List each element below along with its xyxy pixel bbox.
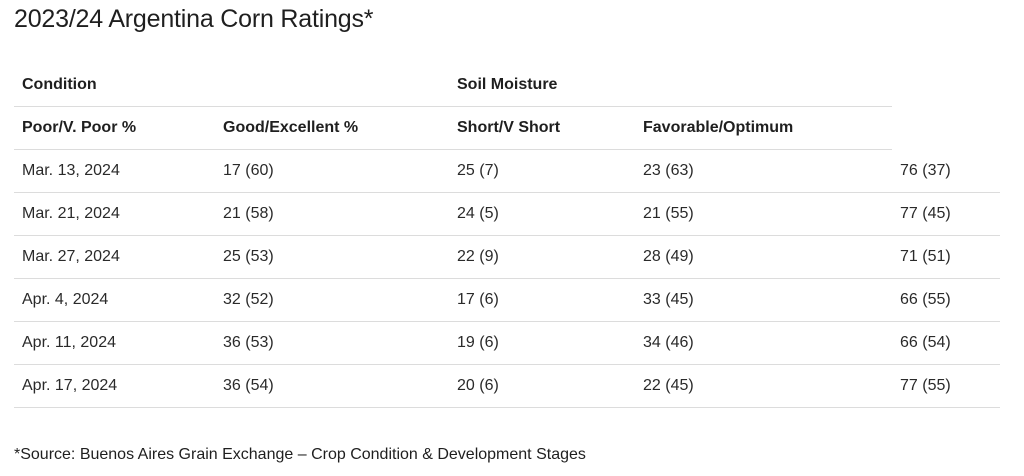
- table-cell: 21 (58): [215, 192, 449, 236]
- table-cell: 25 (7): [449, 149, 635, 193]
- table-cell: 22 (45): [635, 364, 892, 408]
- table-row: Mar. 13, 2024 17 (60) 25 (7) 23 (63) 76 (37): [14, 149, 1000, 193]
- table-cell: Apr. 17, 2024: [14, 364, 215, 408]
- table-cell: 71 (51): [892, 235, 1000, 279]
- table-row: Mar. 21, 2024 21 (58) 24 (5) 21 (55) 77 (45): [14, 192, 1000, 236]
- table-cell: 34 (46): [635, 321, 892, 365]
- table-cell: Mar. 27, 2024: [14, 235, 215, 279]
- table-cell: 36 (53): [215, 321, 449, 365]
- table-cell: 20 (6): [449, 364, 635, 408]
- group-header-condition: Condition: [14, 64, 215, 107]
- table-cell: 19 (6): [449, 321, 635, 365]
- table-row: Mar. 27, 2024 25 (53) 22 (9) 28 (49) 71 (51): [14, 235, 1000, 279]
- table-cell: Mar. 21, 2024: [14, 192, 215, 236]
- table-cell: 24 (5): [449, 192, 635, 236]
- table-cell: 77 (45): [892, 192, 1000, 236]
- table-cell: 33 (45): [635, 278, 892, 322]
- table-cell: 32 (52): [215, 278, 449, 322]
- table-cell: 28 (49): [635, 235, 892, 279]
- table-row: Apr. 11, 2024 36 (53) 19 (6) 34 (46) 66 (54): [14, 321, 1000, 365]
- source-footnote: *Source: Buenos Aires Grain Exchange – C…: [14, 446, 586, 463]
- table-cell: 66 (55): [892, 278, 1000, 322]
- table-cell: Apr. 11, 2024: [14, 321, 215, 365]
- table-row: Apr. 4, 2024 32 (52) 17 (6) 33 (45) 66 (55): [14, 278, 1000, 322]
- table-cell: 23 (63): [635, 149, 892, 193]
- column-header-favorable: Favorable/Optimum: [635, 106, 892, 150]
- group-header-row: Condition Soil Moisture: [14, 64, 1000, 107]
- ratings-table: Condition Soil Moisture Poor/V. Poor % G…: [14, 64, 1000, 408]
- table-cell: 25 (53): [215, 235, 449, 279]
- column-header-short: Short/V Short: [449, 106, 635, 150]
- table-body: Mar. 13, 2024 17 (60) 25 (7) 23 (63) 76 (37)…: [14, 149, 1000, 408]
- table-cell: 22 (9): [449, 235, 635, 279]
- table-cell: Apr. 4, 2024: [14, 278, 215, 322]
- table-cell: 36 (54): [215, 364, 449, 408]
- column-header-spacer: [892, 107, 1000, 150]
- table-cell: Mar. 13, 2024: [14, 149, 215, 193]
- table-cell: 21 (55): [635, 192, 892, 236]
- table-row: Apr. 17, 2024 36 (54) 20 (6) 22 (45) 77 (55): [14, 364, 1000, 408]
- table-cell: 76 (37): [892, 149, 1000, 193]
- table-cell: 77 (55): [892, 364, 1000, 408]
- table-cell: 17 (6): [449, 278, 635, 322]
- page-title: 2023/24 Argentina Corn Ratings*: [14, 5, 374, 33]
- table-cell: 66 (54): [892, 321, 1000, 365]
- group-header-spacer: [892, 64, 1000, 107]
- group-header-soil-moisture: Soil Moisture: [449, 64, 635, 107]
- column-header-row: Poor/V. Poor % Good/Excellent % Short/V …: [14, 106, 1000, 150]
- group-header-spacer: [215, 64, 449, 107]
- table-cell: 17 (60): [215, 149, 449, 193]
- column-header-poor: Poor/V. Poor %: [14, 106, 215, 150]
- column-header-good: Good/Excellent %: [215, 106, 449, 150]
- group-header-spacer: [635, 64, 892, 107]
